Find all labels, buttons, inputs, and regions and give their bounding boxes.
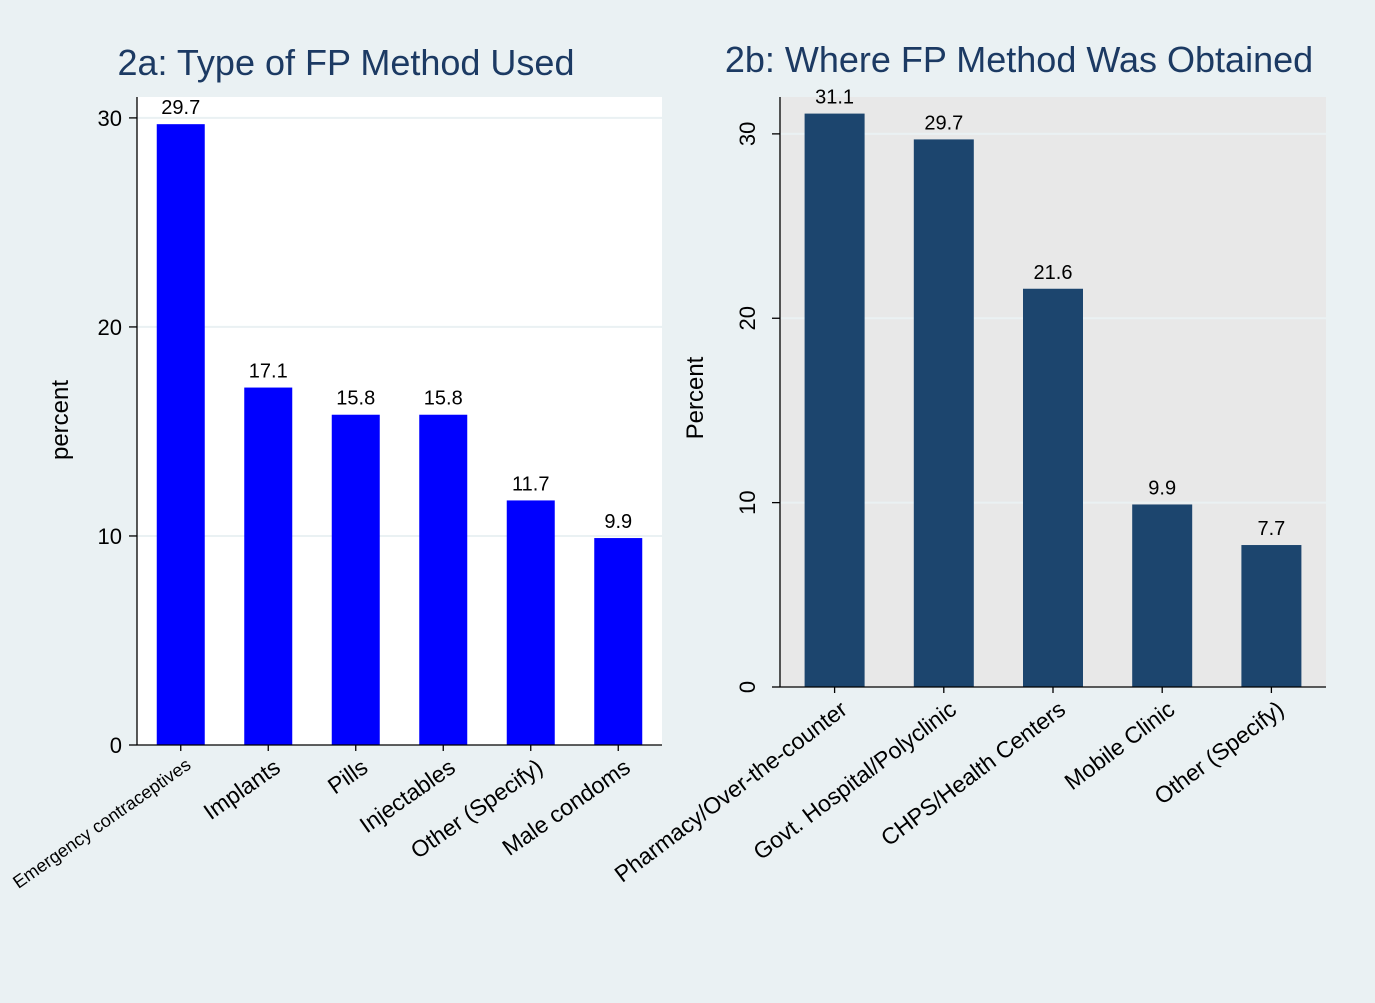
data-label: 15.8 <box>424 388 463 410</box>
chart-title: 2b: Where FP Method Was Obtained <box>725 39 1313 80</box>
bar <box>506 500 555 745</box>
bar <box>156 124 205 745</box>
bar <box>331 414 380 745</box>
plot-area <box>137 97 662 745</box>
bar <box>594 538 643 745</box>
chart-title: 2a: Type of FP Method Used <box>118 42 575 83</box>
bars: 31.1 29.7 21.6 9.9 7.7 <box>804 87 1302 687</box>
bar <box>244 387 293 745</box>
data-label: 29.7 <box>161 97 200 119</box>
data-label: 9.9 <box>1148 477 1176 499</box>
y-tick-label: 0 <box>110 733 122 758</box>
bar <box>419 414 468 745</box>
y-axis: 0 10 20 30 <box>735 97 781 693</box>
data-label: 11.7 <box>512 473 549 495</box>
gridlines <box>137 116 662 537</box>
y-tick-label: 30 <box>98 106 122 131</box>
bar <box>1132 504 1193 687</box>
y-axis-label: Percent <box>682 356 709 439</box>
data-label: 9.9 <box>604 511 632 533</box>
data-label: 7.7 <box>1257 518 1285 540</box>
data-label: 21.6 <box>1034 262 1073 284</box>
data-label: 31.1 <box>815 87 854 109</box>
bar <box>804 113 865 687</box>
y-axis: 0 10 20 30 <box>98 97 138 758</box>
bar <box>1023 288 1083 687</box>
y-tick-label: 10 <box>98 524 122 549</box>
y-tick-label: 20 <box>735 306 760 330</box>
y-axis-label: percent <box>47 380 74 460</box>
y-tick-label: 20 <box>98 315 122 340</box>
y-tick-label: 0 <box>735 681 760 693</box>
bars: 29.7 17.1 15.8 15.8 11.7 9.9 <box>156 97 643 745</box>
bar <box>1241 545 1302 687</box>
y-tick-label: 30 <box>735 122 760 146</box>
data-label: 15.8 <box>336 388 375 410</box>
y-tick-label: 10 <box>735 490 760 514</box>
bar <box>913 139 974 687</box>
data-label: 17.1 <box>249 361 288 383</box>
data-label: 29.7 <box>924 112 963 134</box>
